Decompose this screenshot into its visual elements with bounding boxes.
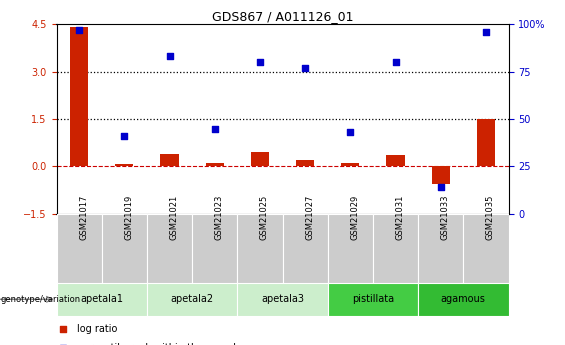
Bar	[418, 214, 463, 283]
Text: apetala2: apetala2	[171, 294, 214, 304]
Text: GSM21025: GSM21025	[260, 195, 269, 240]
Bar	[56, 214, 102, 283]
Title: GDS867 / A011126_01: GDS867 / A011126_01	[212, 10, 353, 23]
Bar	[56, 283, 147, 316]
Bar	[328, 283, 418, 316]
Bar	[160, 154, 179, 167]
Bar	[386, 155, 405, 167]
Text: percentile rank within the sample: percentile rank within the sample	[77, 343, 242, 345]
Bar	[206, 163, 224, 167]
Bar	[192, 214, 237, 283]
Point	[75, 27, 84, 32]
Point	[391, 59, 400, 65]
Point	[59, 326, 68, 331]
Point	[210, 126, 219, 131]
Text: GSM21035: GSM21035	[486, 195, 495, 240]
Text: GSM21031: GSM21031	[396, 195, 405, 240]
Bar	[70, 27, 88, 167]
Bar	[418, 283, 509, 316]
Bar	[328, 214, 373, 283]
Bar	[102, 214, 147, 283]
Bar	[373, 214, 418, 283]
Text: genotype/variation: genotype/variation	[1, 295, 81, 304]
Bar	[282, 214, 328, 283]
Text: GSM21019: GSM21019	[124, 195, 133, 240]
Bar	[147, 283, 237, 316]
Text: log ratio: log ratio	[77, 324, 117, 334]
Bar	[115, 164, 133, 167]
Point	[120, 133, 129, 139]
Bar	[147, 214, 192, 283]
Bar	[477, 119, 495, 167]
Point	[436, 185, 445, 190]
Bar	[251, 152, 269, 167]
Point	[481, 29, 490, 34]
Text: GSM21027: GSM21027	[305, 195, 314, 240]
Text: GSM21023: GSM21023	[215, 195, 224, 240]
Text: apetala1: apetala1	[80, 294, 123, 304]
Point	[301, 65, 310, 71]
Text: apetala3: apetala3	[261, 294, 304, 304]
Text: GSM21033: GSM21033	[441, 195, 450, 240]
Point	[346, 129, 355, 135]
Text: GSM21021: GSM21021	[170, 195, 179, 240]
Point	[255, 59, 264, 65]
Bar	[237, 283, 328, 316]
Text: agamous: agamous	[441, 294, 486, 304]
Text: pistillata: pistillata	[352, 294, 394, 304]
Text: GSM21029: GSM21029	[350, 195, 359, 240]
Bar	[463, 214, 508, 283]
Bar	[296, 160, 314, 167]
Bar	[432, 167, 450, 184]
Text: GSM21017: GSM21017	[79, 195, 88, 240]
Bar	[341, 163, 359, 167]
Bar	[237, 214, 282, 283]
Point	[165, 54, 174, 59]
